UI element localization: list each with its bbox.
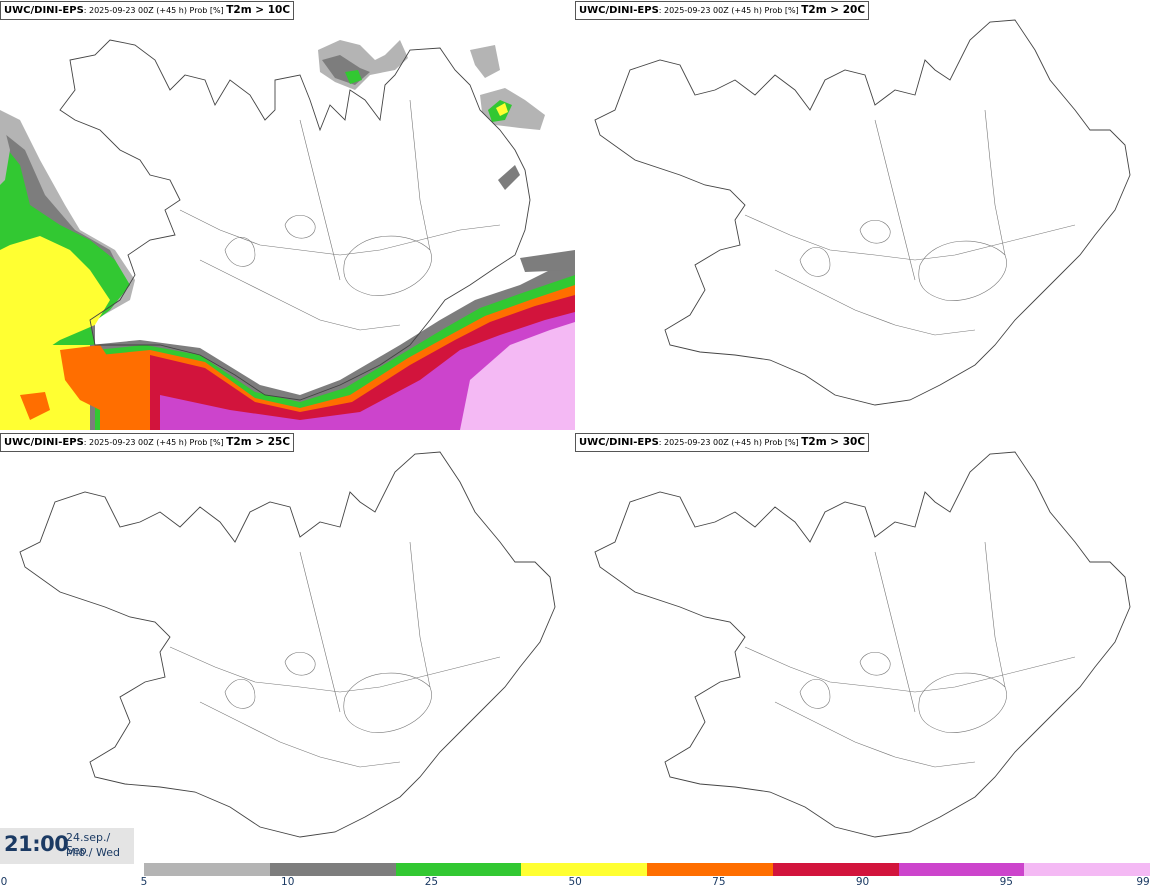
run-info: : 2025-09-23 00Z (+45 h) Prob [%] xyxy=(658,438,799,447)
probability-map xyxy=(19,451,556,838)
colorbar-tick-label: 75 xyxy=(712,876,726,888)
colorbar-segment xyxy=(395,863,522,876)
colorbar-tick-label: 10 xyxy=(281,876,295,888)
parameter-label: T2m > 10C xyxy=(226,4,291,16)
probability-map xyxy=(0,39,575,430)
colorbar-tick-label: 90 xyxy=(855,876,870,888)
run-info: : 2025-09-23 00Z (+45 h) Prob [%] xyxy=(83,438,224,447)
valid-time: 21:00 xyxy=(4,832,69,856)
rivers-and-lakes xyxy=(179,99,501,331)
colorbar-tick-label: 25 xyxy=(424,876,439,888)
colorbar-tick-label: 50 xyxy=(568,876,582,888)
map-panel-t2m-30c: UWC/DINI-EPS: 2025-09-23 00Z (+45 h) Pro… xyxy=(575,432,1150,862)
iceland-coastline xyxy=(594,19,1131,406)
panel-title: UWC/DINI-EPS: 2025-09-23 00Z (+45 h) Pro… xyxy=(575,1,870,20)
parameter-label: T2m > 30C xyxy=(801,436,866,448)
map-panel-t2m-10c: UWC/DINI-EPS: 2025-09-23 00Z (+45 h) Pro… xyxy=(0,0,575,430)
colorbar-segment xyxy=(269,863,396,876)
colorbar-segment xyxy=(647,863,773,876)
valid-time-box: 21:00 24.sep./ Sep Mið./ Wed xyxy=(0,828,134,864)
iceland-coastline xyxy=(594,451,1131,838)
parameter-label: T2m > 20C xyxy=(801,4,866,16)
colorbar-segment xyxy=(1024,863,1150,876)
valid-date: 24.sep./ Sep xyxy=(66,831,111,857)
colorbar-tick-label: 95 xyxy=(999,876,1013,888)
rivers-and-lakes xyxy=(169,541,501,768)
panel-title: UWC/DINI-EPS: 2025-09-23 00Z (+45 h) Pro… xyxy=(0,433,295,452)
panel-title: UWC/DINI-EPS: 2025-09-23 00Z (+45 h) Pro… xyxy=(575,433,870,452)
valid-weekday: Mið./ Wed xyxy=(66,846,120,859)
model-name: UWC/DINI-EPS xyxy=(4,5,84,16)
map-panel-t2m-25c: UWC/DINI-EPS: 2025-09-23 00Z (+45 h) Pro… xyxy=(0,432,575,862)
model-name: UWC/DINI-EPS xyxy=(579,5,659,16)
panel-title: UWC/DINI-EPS: 2025-09-23 00Z (+45 h) Pro… xyxy=(0,1,295,20)
colorbar-segment xyxy=(521,863,647,876)
parameter-label: T2m > 25C xyxy=(226,436,291,448)
run-info: : 2025-09-23 00Z (+45 h) Prob [%] xyxy=(658,6,799,15)
probability-map xyxy=(594,451,1131,838)
model-name: UWC/DINI-EPS xyxy=(579,437,659,448)
probability-shading xyxy=(0,40,575,430)
rivers-and-lakes xyxy=(744,541,1076,768)
colorbar-segment xyxy=(144,863,270,876)
colorbar-tick-label: 5 xyxy=(140,876,148,888)
iceland-coastline xyxy=(59,39,531,401)
map-panel-t2m-20c: UWC/DINI-EPS: 2025-09-23 00Z (+45 h) Pro… xyxy=(575,0,1150,430)
colorbar-segment xyxy=(898,863,1025,876)
rivers-and-lakes xyxy=(744,109,1076,336)
colorbar-segment xyxy=(772,863,899,876)
colorbar-tick-label: 99 xyxy=(1136,876,1150,888)
probability-colorbar xyxy=(144,863,1150,876)
model-name: UWC/DINI-EPS xyxy=(4,437,84,448)
run-info: : 2025-09-23 00Z (+45 h) Prob [%] xyxy=(83,6,224,15)
colorbar-tick-label: 0 xyxy=(0,876,8,888)
probability-map xyxy=(594,19,1131,406)
iceland-coastline xyxy=(19,451,556,838)
